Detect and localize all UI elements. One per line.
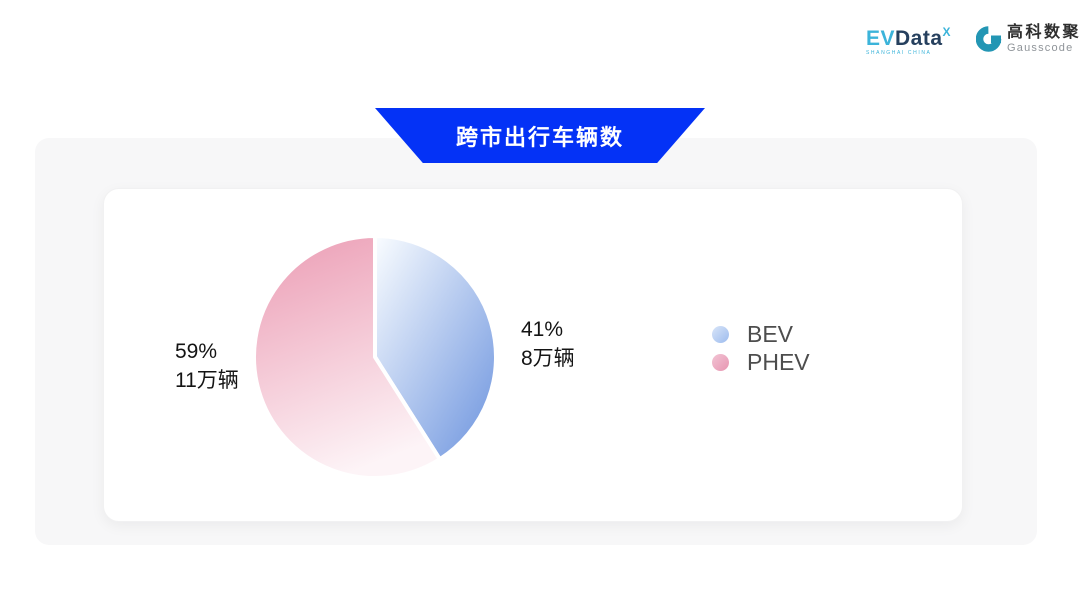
- evdata-logo: EVDataX SHANGHAI CHINA: [866, 26, 951, 56]
- evdata-wordmark: EVDataX: [866, 26, 951, 49]
- page-title: 跨市出行车辆数: [455, 124, 624, 150]
- gausscode-text: 高科数聚 Gausscode: [1007, 24, 1080, 55]
- gausscode-logo: 高科数聚 Gausscode: [976, 24, 1080, 55]
- chart-card: 59% 11万辆 41% 8万辆 BEV PHEV: [103, 188, 963, 522]
- pie-label-bev: 41% 8万辆: [521, 315, 575, 373]
- pie-label-phev-percent: 59%: [175, 340, 218, 363]
- legend-item-phev[interactable]: PHEV: [712, 348, 810, 376]
- chart-legend: BEV PHEV: [712, 320, 810, 376]
- legend-label: BEV: [747, 320, 794, 347]
- legend-dot: [712, 325, 729, 343]
- gausscode-name-en: Gausscode: [1007, 41, 1074, 54]
- pie-label-phev: 59% 11万辆: [175, 337, 239, 395]
- pie-label-bev-percent: 41%: [521, 318, 564, 341]
- gausscode-g-icon: [976, 26, 1002, 53]
- gausscode-name-cn: 高科数聚: [1007, 24, 1080, 41]
- pie-chart-svg: [252, 234, 498, 480]
- evdata-tagline: SHANGHAI CHINA: [866, 50, 932, 56]
- pie-chart: [250, 232, 500, 482]
- legend-dot: [712, 353, 729, 371]
- legend-item-bev[interactable]: BEV: [712, 320, 810, 348]
- pie-slice-phev[interactable]: [252, 234, 442, 480]
- pie-label-bev-count: 8万辆: [521, 347, 575, 370]
- evdata-wordmark-data: Data: [895, 27, 943, 50]
- evdata-wordmark-ev: EV: [866, 27, 896, 50]
- evdata-wordmark-sup: X: [942, 25, 952, 39]
- legend-label: PHEV: [747, 348, 810, 375]
- pie-label-phev-count: 11万辆: [175, 369, 239, 392]
- banner: 跨市出行车辆数: [375, 108, 705, 163]
